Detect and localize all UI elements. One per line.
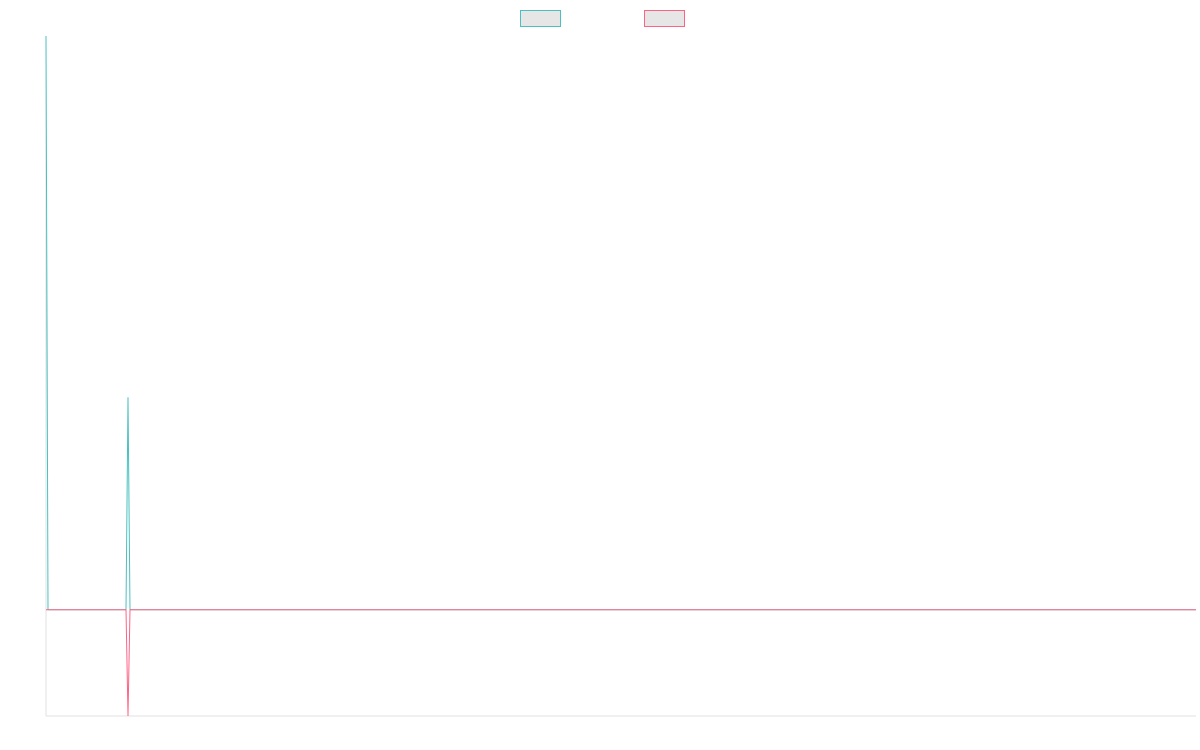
legend-swatch-1 [520,10,561,27]
legend [520,10,685,27]
legend-swatch-2 [644,10,685,27]
series-line-1 [45,35,1196,611]
axes [45,36,1196,717]
series-line-2 [46,609,1196,717]
series-layer [45,35,1196,717]
